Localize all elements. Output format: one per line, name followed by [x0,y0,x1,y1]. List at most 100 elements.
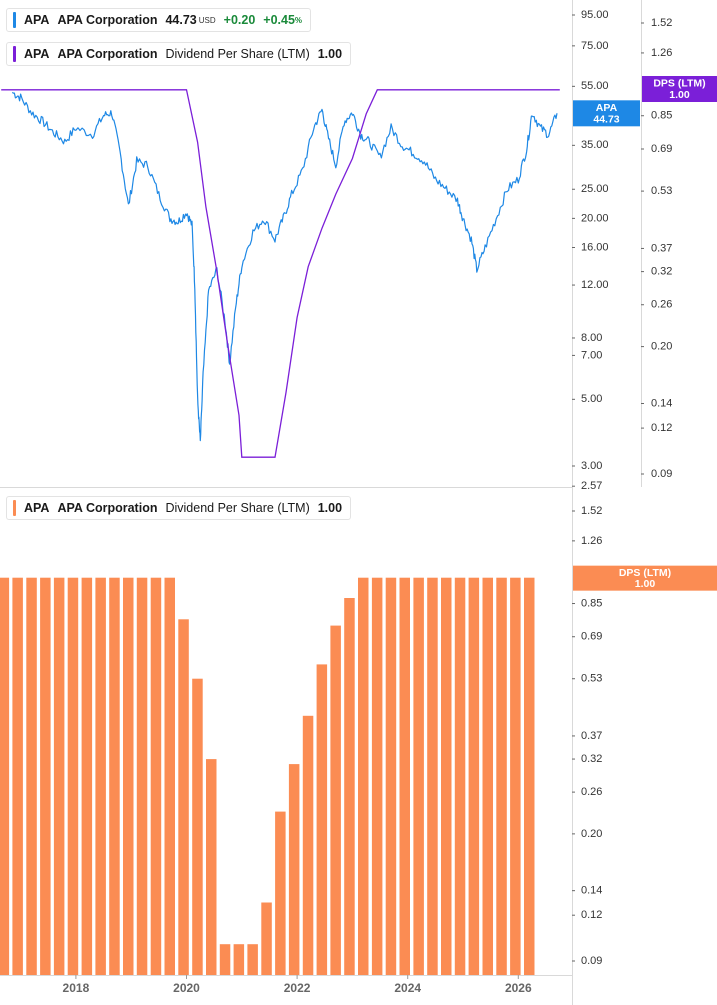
bottom-axis-label: 1.26 [581,535,602,547]
dps-badge-top-value: 1.00 [669,89,690,101]
dps-bar [40,577,51,975]
price-axis-label: 75.00 [581,40,609,52]
dps-axis-label: 0.69 [651,143,672,155]
dps-bar [81,577,93,975]
dps-bar [413,577,424,975]
legend-dps-top[interactable]: APA APA Corporation Dividend Per Share (… [6,42,352,66]
legend-dps-bottom[interactable]: APA APA Corporation Dividend Per Share (… [6,496,352,520]
dps-bar [95,577,106,975]
dps-bar [344,598,355,975]
dps-bar [233,944,245,975]
dps-bar [330,625,341,975]
legend-ticker: APA [24,13,50,27]
bottom-axis-label: 0.14 [581,885,602,897]
dps-bar [150,577,162,975]
dps-bar [496,577,507,975]
bottom-axis-label: 0.69 [581,631,602,643]
dps-badge-bottom-title: DPS (LTM) [619,567,671,579]
top-panel-series [1,89,560,458]
dps-bar [510,577,521,975]
legend-metric: Dividend Per Share (LTM) [165,47,310,61]
dps-bar [261,902,272,975]
bottom-axis-label: 0.37 [581,730,602,742]
dps-bar [0,577,10,975]
dps-bar [26,577,37,975]
legend-price[interactable]: APA APA Corporation 44.73 USD +0.20 +0.4… [6,8,312,32]
price-axis-label: 55.00 [581,80,609,92]
legend-ticker: APA [24,47,50,61]
legend-price-change: +0.20 [223,13,256,27]
dps-bar [109,577,120,975]
dps-bar [123,577,134,975]
dps-bar [192,678,203,975]
bottom-axis-label: 1.52 [581,505,602,517]
dps-bar [178,619,189,975]
dps-bar [371,577,383,975]
dps-bar [468,577,480,975]
legend-metric: Dividend Per Share (LTM) [165,501,310,515]
dps-badge-top-bg [642,76,717,102]
bottom-panel-bars [0,577,535,975]
x-axis-label: 2024 [394,981,421,995]
legend-price-value: 44.73 [165,13,197,27]
bottom-axis-label: 0.20 [581,828,602,840]
series-color-swatch [13,46,16,62]
dps-bar [302,715,314,975]
x-axis-label: 2022 [284,981,311,995]
x-axis-label: 2026 [505,981,532,995]
dps-bar [316,664,328,975]
dps-bar [12,577,23,975]
legend-metric-value: 1.00 [317,47,343,61]
dps-bar [358,577,369,975]
legend-price-change-pct: +0.45 [263,13,295,27]
dps-bar [524,577,535,975]
dps-axis-label: 1.26 [651,47,672,59]
dps-bar [482,577,493,975]
legend-company: APA Corporation [57,13,158,27]
dps-bar [275,811,286,975]
legend-metric-value: 1.00 [317,501,343,515]
axes: 95.00 75.00 55.00 35.00 25.00 20.00 16.00 12.00… [0,0,672,1005]
legend-percent-sign: % [294,15,303,25]
dps-bar [441,577,452,975]
dps-bar [427,577,438,975]
legend-company: APA Corporation [57,47,158,61]
x-axis-label: 2020 [173,981,200,995]
dps-axis-label: 0.26 [651,299,672,311]
price-axis-label: 12.00 [581,279,609,291]
legend-ticker: APA [24,501,50,515]
dps-axis-label: 0.85 [651,110,672,122]
dps-axis-label: 0.12 [651,422,672,434]
dps-bar [454,577,466,975]
bottom-axis-label: 0.85 [581,597,602,609]
price-axis-label: 7.00 [581,349,602,361]
price-line-apa [11,91,558,442]
dps-badge-bottom-value: 1.00 [635,578,656,590]
price-badge-bg [573,100,640,127]
dps-bar [164,577,175,975]
bottom-axis-label: 0.32 [581,753,602,765]
x-axis-label: 2018 [63,981,90,995]
legend-price-unit: USD [198,15,216,25]
dps-axis-label: 0.37 [651,242,672,254]
series-color-swatch [13,500,16,516]
dps-badge-top-title: DPS (LTM) [653,78,705,90]
dps-bar [219,944,231,975]
dps-axis-label: 0.14 [651,397,672,409]
price-axis-label: 25.00 [581,183,609,195]
dps-axis-label: 0.09 [651,468,672,480]
legend-company: APA Corporation [57,501,158,515]
bottom-axis-label: 0.09 [581,955,602,967]
dps-bar [385,577,397,975]
dps-bar [206,759,217,975]
price-badge-value: 44.73 [593,113,619,125]
price-axis-label: 20.00 [581,212,609,224]
price-axis-label: 16.00 [581,241,609,253]
price-axis-label: 5.00 [581,393,602,405]
price-axis-label: 95.00 [581,9,609,21]
price-axis-label: 8.00 [581,332,602,344]
dps-axis-label: 0.20 [651,341,672,353]
price-axis-label: 3.00 [581,460,602,472]
